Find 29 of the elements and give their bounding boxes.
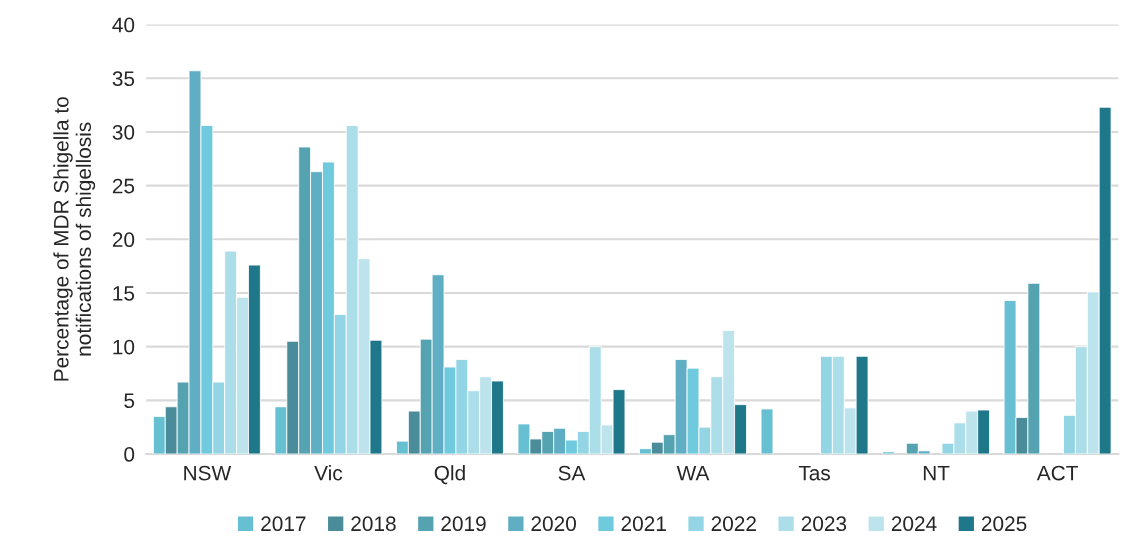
bar — [882, 451, 895, 455]
legend-label: 2021 — [621, 516, 666, 532]
y-tick-label: 15 — [113, 286, 135, 301]
y-tick-label: 35 — [112, 71, 135, 87]
legend-label: 2024 — [891, 516, 937, 532]
x-tick-label: Tas — [798, 465, 830, 481]
x-tick-label: NT — [923, 465, 950, 481]
legend-label: 2019 — [441, 516, 486, 532]
y-tick-label: 5 — [124, 393, 135, 409]
bar — [760, 408, 774, 455]
x-tick-label: SA — [558, 465, 586, 481]
y-tick-label: 10 — [113, 339, 135, 355]
y-axis-title: Percentage of MDR Shigella to notifications of shigellosis — [53, 97, 96, 381]
y-tick-label: 40 — [112, 17, 135, 33]
y-tick-label: 30 — [112, 124, 135, 140]
x-tick-label: Qld — [434, 465, 465, 485]
legend-label: 2018 — [351, 516, 396, 532]
legend-label: 2017 — [261, 516, 306, 532]
legend-label: 2025 — [981, 516, 1027, 532]
y-tick-label: 20 — [112, 232, 135, 248]
y-tick-label: 25 — [112, 178, 135, 194]
legend-label: 2020 — [531, 516, 576, 532]
x-tick-label: NSW — [184, 465, 232, 481]
y-tick-label: 0 — [124, 447, 135, 462]
legend-label: 2022 — [711, 516, 756, 532]
x-tick-label: ACT — [1036, 465, 1078, 481]
x-tick-label: WA — [676, 465, 710, 481]
x-tick-label: Vic — [314, 465, 343, 481]
legend-label: 2023 — [801, 516, 847, 532]
